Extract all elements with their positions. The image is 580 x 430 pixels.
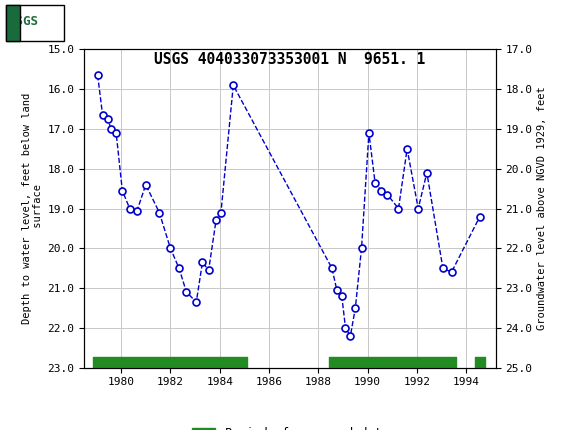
Text: USGS: USGS xyxy=(9,15,39,28)
Y-axis label: Groundwater level above NGVD 1929, feet: Groundwater level above NGVD 1929, feet xyxy=(536,87,547,330)
Text: USGS 404033073353001 N  9651. 1: USGS 404033073353001 N 9651. 1 xyxy=(154,52,426,67)
FancyBboxPatch shape xyxy=(6,4,20,41)
Y-axis label: Depth to water level, feet below land
 surface: Depth to water level, feet below land su… xyxy=(21,93,44,324)
FancyBboxPatch shape xyxy=(6,4,64,41)
Legend: Period of approved data: Period of approved data xyxy=(187,422,393,430)
